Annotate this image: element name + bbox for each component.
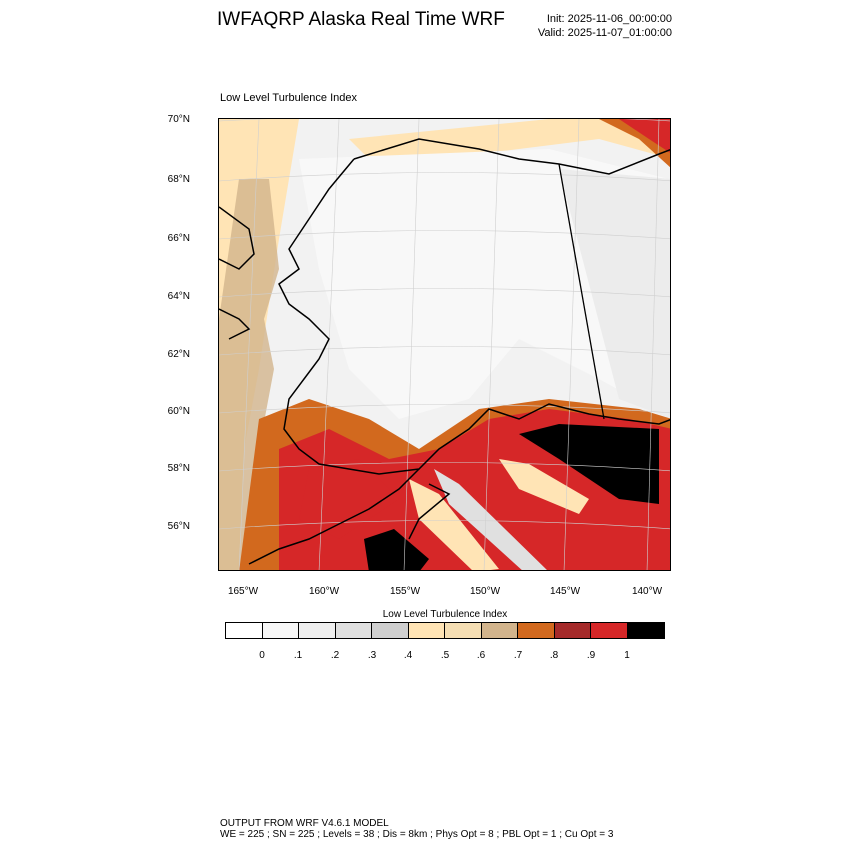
colorbar-label: .5 — [440, 650, 450, 661]
field-streak-3 — [434, 469, 547, 570]
colorbar-box — [591, 623, 628, 638]
colorbar-label: .4 — [403, 650, 413, 661]
plot-title: Low Level Turbulence Index — [220, 92, 357, 104]
colorbar-label: .2 — [330, 650, 340, 661]
colorbar-box — [408, 623, 445, 638]
graticule — [219, 119, 670, 570]
colorbar-box — [554, 623, 591, 638]
field-band-north — [349, 119, 670, 159]
field-core-southwest — [364, 529, 429, 570]
field-streak-2 — [409, 479, 499, 570]
colorbar-box — [481, 623, 518, 638]
colorbar-label: .1 — [293, 650, 303, 661]
map-canvas — [219, 119, 670, 570]
lon-label-155: 155°W — [389, 586, 421, 597]
lat-label-64: 64°N — [167, 291, 190, 302]
lon-label-140: 140°W — [631, 586, 663, 597]
lat-label-62: 62°N — [167, 349, 190, 360]
lat-label-66: 66°N — [167, 233, 190, 244]
colorbar-label: .6 — [476, 650, 486, 661]
valid-time: Valid: 2025-11-07_01:00:00 — [537, 27, 672, 39]
init-time: Init: 2025-11-06_00:00:00 — [546, 13, 672, 25]
lat-label-68: 68°N — [167, 174, 190, 185]
field-east — [559, 169, 670, 419]
field-southwest-red — [299, 459, 399, 539]
colorbar — [225, 622, 665, 639]
model-info: OUTPUT FROM WRF V4.6.1 MODEL — [220, 818, 389, 829]
lon-label-165: 165°W — [227, 586, 259, 597]
lon-label-160: 160°W — [308, 586, 340, 597]
colorbar-label: .9 — [586, 650, 596, 661]
model-settings: WE = 225 ; SN = 225 ; Levels = 38 ; Dis … — [220, 829, 614, 840]
colorbar-title: Low Level Turbulence Index — [382, 609, 508, 620]
colorbar-label: 0 — [259, 650, 265, 661]
border-line — [558, 163, 605, 420]
lat-label-58: 58°N — [167, 463, 190, 474]
page-title: IWFAQRP Alaska Real Time WRF — [217, 9, 505, 30]
lat-label-56: 56°N — [167, 521, 190, 532]
colorbar-box — [262, 623, 299, 638]
colorbar-label: 1 — [624, 650, 630, 661]
colorbar-box — [627, 623, 664, 638]
field-band-north-red — [619, 119, 670, 153]
colorbar-box — [299, 623, 336, 638]
colorbar-box — [518, 623, 555, 638]
lat-label-60: 60°N — [167, 406, 190, 417]
turbulence-map — [218, 118, 671, 571]
colorbar-label: .7 — [513, 650, 523, 661]
field-core-east — [519, 424, 659, 504]
colorbar-label: .3 — [367, 650, 377, 661]
lon-label-150: 150°W — [469, 586, 501, 597]
lat-label-70: 70°N — [167, 114, 190, 125]
colorbar-box — [445, 623, 482, 638]
lon-label-145: 145°W — [549, 586, 581, 597]
colorbar-box — [372, 623, 409, 638]
coastline — [219, 138, 670, 565]
colorbar-label: .8 — [549, 650, 559, 661]
colorbar-box — [226, 623, 263, 638]
field-band-west-tan — [219, 179, 279, 570]
colorbar-box — [335, 623, 372, 638]
